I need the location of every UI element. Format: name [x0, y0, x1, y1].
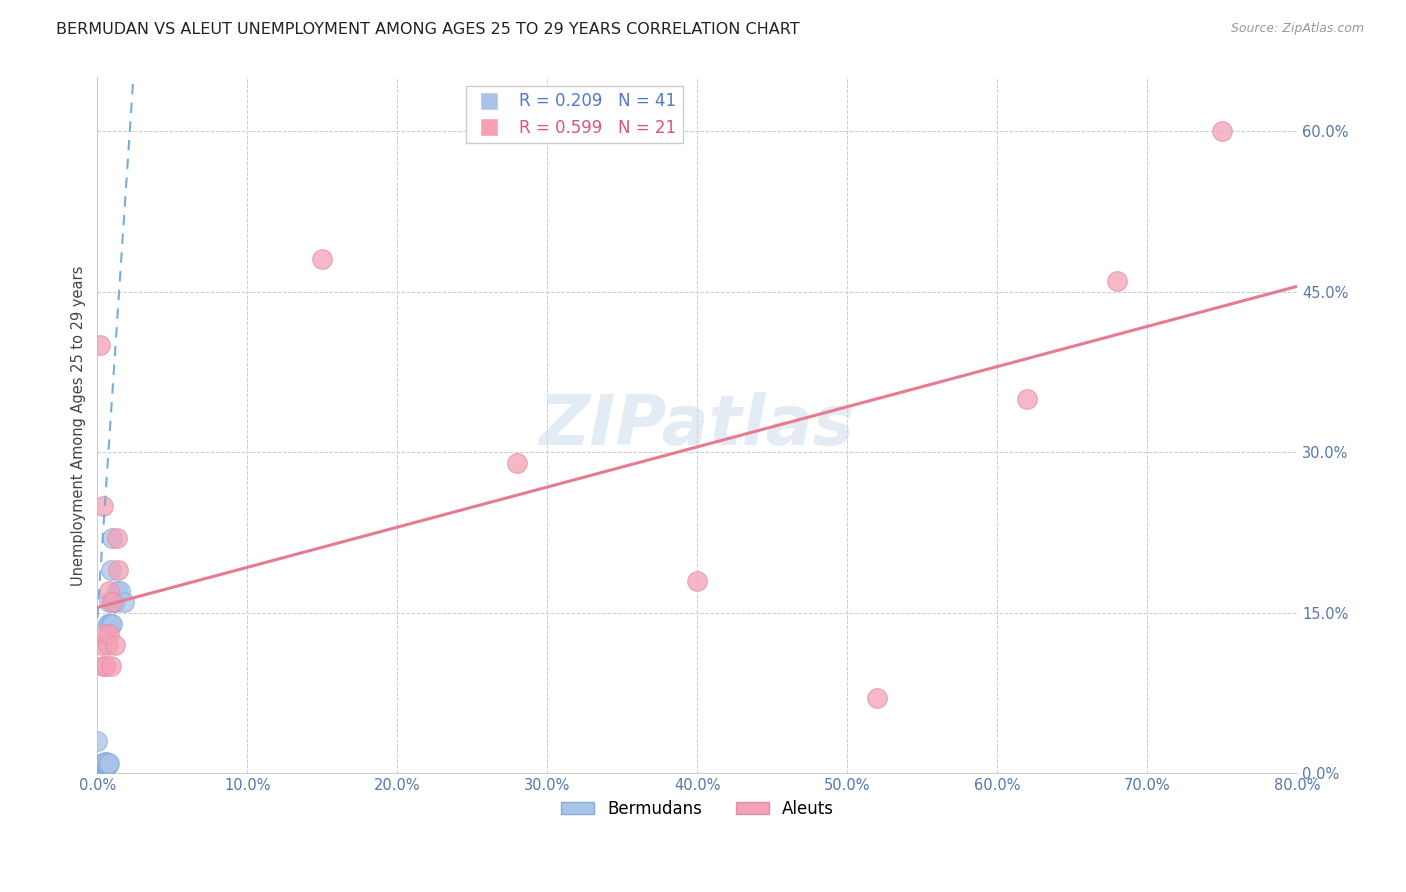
- Point: [94, 756, 117, 770]
- Point: [87, 761, 110, 775]
- Point: [506, 456, 529, 470]
- Point: [90, 638, 112, 652]
- Point: [93, 760, 115, 774]
- Point: [96, 756, 118, 770]
- Point: [112, 595, 135, 609]
- Point: [96, 659, 118, 673]
- Point: [94, 755, 117, 769]
- Point: [96, 755, 118, 769]
- Point: [103, 595, 125, 609]
- Point: [97, 756, 120, 771]
- Point: [89, 762, 111, 776]
- Point: [93, 757, 115, 772]
- Point: [97, 616, 120, 631]
- Point: [97, 638, 120, 652]
- Point: [93, 659, 115, 673]
- Point: [98, 627, 121, 641]
- Text: ZIPatlas: ZIPatlas: [540, 392, 855, 459]
- Point: [101, 531, 124, 545]
- Point: [101, 595, 124, 609]
- Point: [94, 756, 117, 771]
- Point: [101, 616, 124, 631]
- Point: [105, 531, 128, 545]
- Point: [98, 584, 121, 599]
- Point: [866, 691, 889, 706]
- Point: [98, 756, 121, 770]
- Point: [90, 759, 112, 773]
- Point: [96, 757, 118, 772]
- Point: [86, 734, 108, 748]
- Point: [105, 584, 128, 599]
- Point: [1017, 392, 1039, 406]
- Point: [104, 595, 127, 609]
- Point: [93, 499, 115, 513]
- Text: BERMUDAN VS ALEUT UNEMPLOYMENT AMONG AGES 25 TO 29 YEARS CORRELATION CHART: BERMUDAN VS ALEUT UNEMPLOYMENT AMONG AGE…: [56, 22, 800, 37]
- Point: [104, 638, 127, 652]
- Point: [89, 759, 111, 773]
- Point: [89, 757, 111, 772]
- Point: [1107, 274, 1129, 288]
- Point: [87, 760, 110, 774]
- Point: [100, 563, 122, 577]
- Point: [93, 759, 115, 773]
- Point: [686, 574, 709, 588]
- Point: [89, 760, 111, 774]
- Point: [98, 595, 121, 609]
- Point: [89, 338, 111, 352]
- Point: [108, 584, 131, 599]
- Point: [90, 760, 112, 774]
- Point: [90, 757, 112, 772]
- Point: [86, 766, 108, 780]
- Point: [107, 563, 129, 577]
- Point: [90, 756, 112, 771]
- Y-axis label: Unemployment Among Ages 25 to 29 years: Unemployment Among Ages 25 to 29 years: [72, 265, 86, 586]
- Point: [96, 756, 118, 771]
- Point: [93, 756, 115, 770]
- Point: [311, 252, 333, 267]
- Point: [100, 659, 122, 673]
- Point: [94, 759, 117, 773]
- Text: Source: ZipAtlas.com: Source: ZipAtlas.com: [1230, 22, 1364, 36]
- Point: [94, 757, 117, 772]
- Legend: Bermudans, Aleuts: Bermudans, Aleuts: [554, 793, 841, 824]
- Point: [87, 757, 110, 772]
- Point: [100, 616, 122, 631]
- Point: [97, 757, 120, 772]
- Point: [94, 627, 117, 641]
- Point: [1211, 124, 1233, 138]
- Point: [98, 616, 121, 631]
